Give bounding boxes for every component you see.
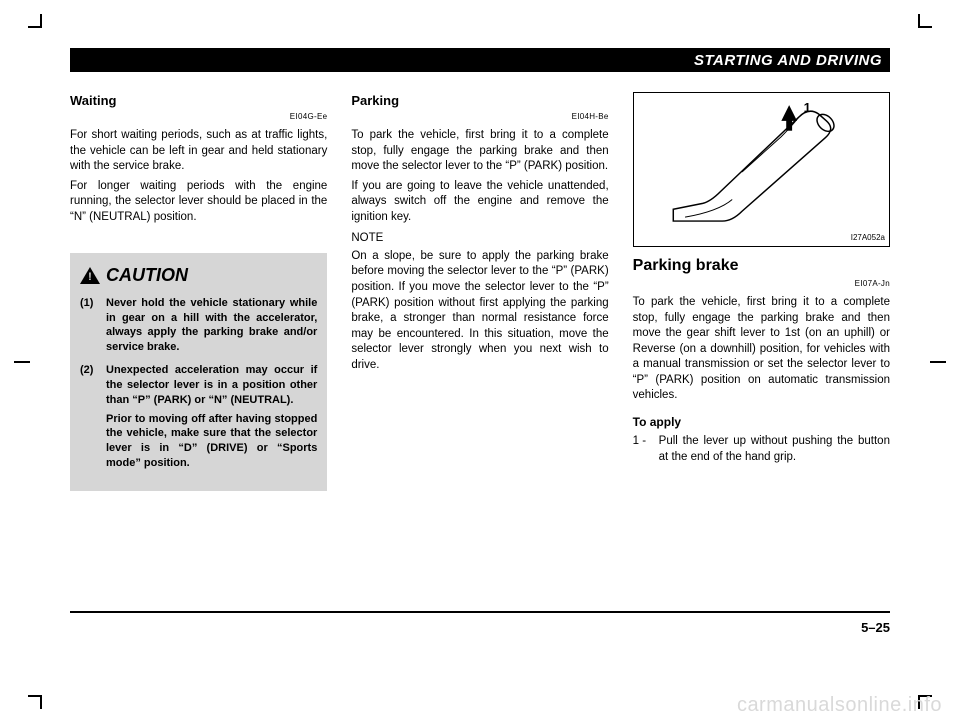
note-text: On a slope, be sure to apply the parking… xyxy=(351,249,608,373)
caution-label: CAUTION xyxy=(106,263,188,287)
step-text: Pull the lever up without pushing the bu… xyxy=(659,434,890,465)
caution-item-num: (1) xyxy=(80,296,100,355)
crop-mark xyxy=(918,26,932,28)
crop-mark xyxy=(918,14,920,28)
heading-parking: Parking xyxy=(351,92,608,110)
caution-item-text: Never hold the vehicle stationary while … xyxy=(106,296,317,355)
caution-item-num: (2) xyxy=(80,363,100,471)
heading-to-apply: To apply xyxy=(633,414,890,430)
section-header: STARTING AND DRIVING xyxy=(70,48,890,72)
page-root: STARTING AND DRIVING Waiting EI04G-Ee Fo… xyxy=(0,0,960,723)
column-2: Parking EI04H-Be To park the vehicle, fi… xyxy=(351,92,608,491)
caution-item: (1) Never hold the vehicle stationary wh… xyxy=(80,296,317,355)
body-text: To park the vehicle, first bring it to a… xyxy=(633,295,890,404)
ref-code: EI04G-Ee xyxy=(70,112,327,123)
heading-waiting: Waiting xyxy=(70,92,327,110)
caution-box: CAUTION (1) Never hold the vehicle stati… xyxy=(70,253,327,491)
column-1: Waiting EI04G-Ee For short waiting perio… xyxy=(70,92,327,491)
caution-item: (2) Unexpected acceleration may occur if… xyxy=(80,363,317,471)
figure-code: I27A052a xyxy=(851,233,885,244)
crop-mark xyxy=(930,361,946,363)
step-list-item: 1 - Pull the lever up without pushing th… xyxy=(633,434,890,465)
caution-item-text: Unexpected acceleration may occur if the… xyxy=(106,363,317,471)
body-text: For short waiting periods, such as at tr… xyxy=(70,128,327,175)
arrow-up-icon xyxy=(781,105,797,131)
crop-mark xyxy=(14,361,30,363)
body-text: To park the vehicle, first bring it to a… xyxy=(351,128,608,175)
body-text: For longer waiting periods with the engi… xyxy=(70,179,327,226)
step-number: 1 - xyxy=(633,434,651,465)
column-3: 1 I27A052a Parking brake EI07A-Jn To par… xyxy=(633,92,890,491)
ref-code: EI04H-Be xyxy=(351,112,608,123)
caution-item-text-main: Unexpected acceleration may occur if the… xyxy=(106,364,317,406)
parking-brake-figure: 1 I27A052a xyxy=(633,92,890,247)
crop-mark xyxy=(40,14,42,28)
callout-number: 1 xyxy=(804,99,811,117)
note-label: NOTE xyxy=(351,231,608,247)
crop-mark xyxy=(40,695,42,709)
footer-rule xyxy=(70,611,890,613)
page-number: 5–25 xyxy=(861,620,890,635)
caution-list: (1) Never hold the vehicle stationary wh… xyxy=(80,296,317,471)
watermark-text: carmanualsonline.info xyxy=(737,694,942,717)
ref-code: EI07A-Jn xyxy=(633,279,890,290)
parking-brake-illustration xyxy=(634,93,889,246)
column-layout: Waiting EI04G-Ee For short waiting perio… xyxy=(70,92,890,491)
warning-triangle-icon xyxy=(80,267,100,284)
section-title: STARTING AND DRIVING xyxy=(694,52,882,69)
content-area: STARTING AND DRIVING Waiting EI04G-Ee Fo… xyxy=(70,48,890,675)
caution-item-text-sub: Prior to moving off after having stopped… xyxy=(106,412,317,471)
heading-parking-brake: Parking brake xyxy=(633,255,890,277)
caution-title: CAUTION xyxy=(80,263,317,287)
body-text: If you are going to leave the vehicle un… xyxy=(351,179,608,226)
